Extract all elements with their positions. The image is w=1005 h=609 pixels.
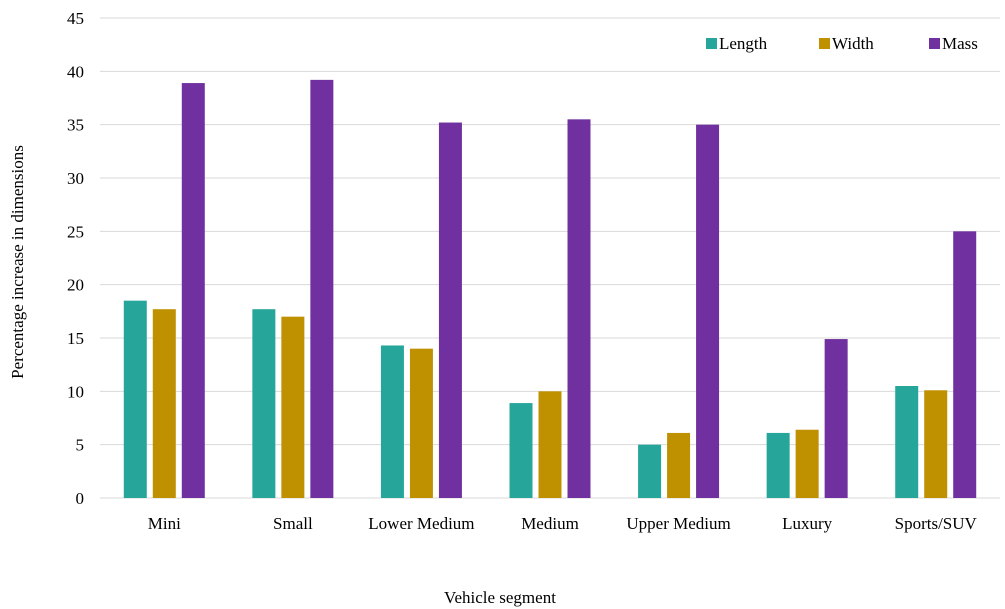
y-tick-label: 30 [67,169,84,188]
bar-length-medium [509,403,533,498]
x-axis-title: Vehicle segment [444,588,556,607]
legend-swatch [819,38,830,49]
x-axis-ticks: Mini Small Lower Medium Medium Upper Medium L… [148,514,978,533]
legend-label: Length [719,34,768,53]
y-tick-label: 40 [67,62,84,81]
bar-length-luxury [766,432,790,498]
bar-length-lower-medium [380,345,404,498]
y-axis-title: Percentage increase in dimensions [8,145,27,379]
bar-length-small [252,309,276,498]
bar-length-sports-suv [895,386,919,498]
y-tick-label: 0 [76,489,85,508]
x-tick-label: Lower Medium [368,514,474,533]
legend-swatch [929,38,940,49]
gridlines [100,17,1000,499]
x-tick-label: Upper Medium [626,514,730,533]
bar-mass-lower-medium [438,122,462,499]
y-tick-label: 25 [67,222,84,241]
legend-swatch [706,38,717,49]
bars [123,79,977,499]
bar-mass-sports-suv [953,231,977,499]
legend-item-mass: Mass [929,34,978,53]
x-tick-label: Medium [521,514,579,533]
bar-mass-small [310,79,334,498]
legend-label: Mass [942,34,978,53]
bar-width-luxury [795,429,819,498]
x-tick-label: Mini [148,514,181,533]
y-axis-ticks: 0 5 10 15 20 25 30 35 40 45 [67,9,84,508]
y-tick-label: 15 [67,329,84,348]
y-tick-label: 20 [67,276,84,295]
bar-mass-upper-medium [696,124,720,499]
bar-length-mini [123,300,147,498]
bar-width-upper-medium [667,432,691,498]
bar-length-upper-medium [638,444,662,498]
bar-width-sports-suv [924,390,948,498]
y-tick-label: 5 [76,436,85,455]
bar-width-mini [152,309,176,498]
y-tick-label: 10 [67,382,84,401]
y-tick-label: 45 [67,9,84,28]
bar-mass-medium [567,119,591,498]
x-tick-label: Sports/SUV [895,514,978,533]
x-tick-label: Small [273,514,313,533]
x-tick-label: Luxury [782,514,833,533]
bar-width-medium [538,391,562,498]
bar-mass-mini [181,83,205,499]
legend: Length Width Mass [706,34,978,53]
bar-width-lower-medium [409,348,433,498]
bar-width-small [281,316,305,498]
legend-label: Width [832,34,874,53]
legend-item-length: Length [706,34,768,53]
legend-item-width: Width [819,34,874,53]
bar-mass-luxury [824,339,848,498]
y-tick-label: 35 [67,116,84,135]
